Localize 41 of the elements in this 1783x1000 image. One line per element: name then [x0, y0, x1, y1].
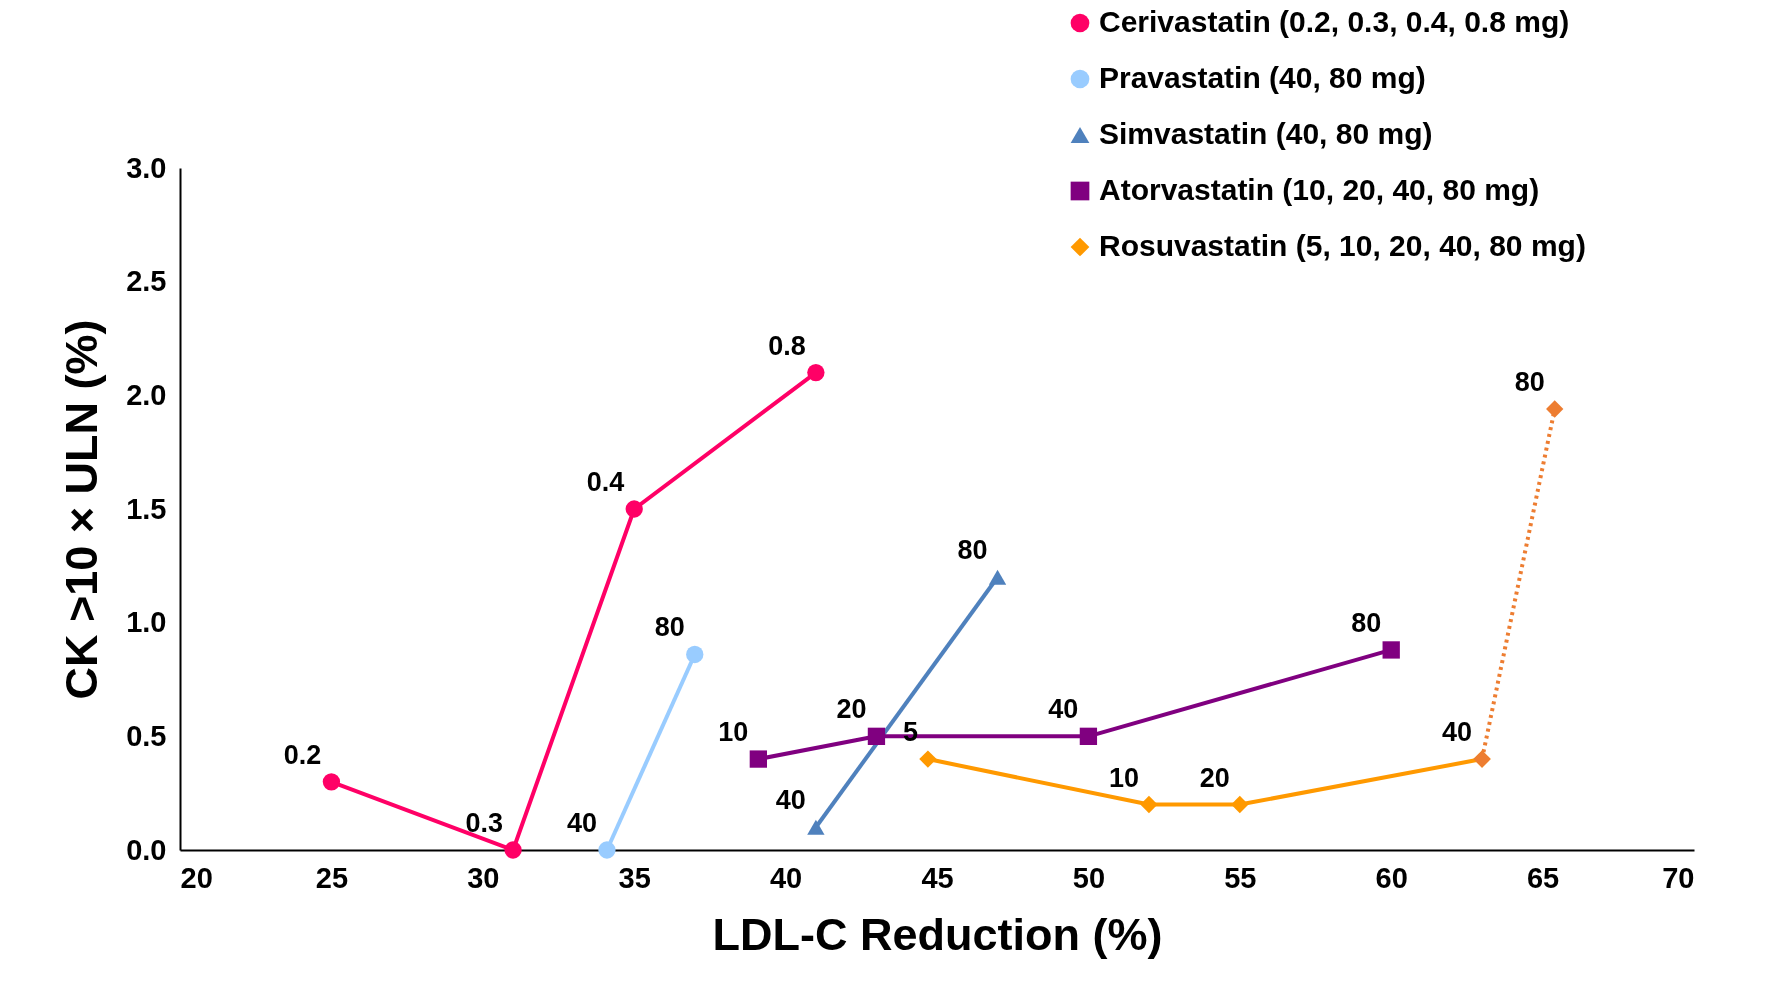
- y-tick-label: 0.0: [126, 833, 167, 866]
- x-tick-label: 70: [1662, 861, 1695, 894]
- annotation: 10: [718, 717, 749, 748]
- x-tick-label: 35: [618, 861, 651, 894]
- annotation: 80: [654, 612, 685, 643]
- legend-label: Atorvastatin (10, 20, 40, 80 mg): [1099, 173, 1540, 206]
- x-tick-label: 45: [921, 861, 954, 894]
- annotation: 0.8: [768, 330, 806, 361]
- y-tick-label: 0.5: [126, 719, 167, 752]
- y-tick-label: 1.5: [126, 492, 167, 525]
- y-tick-label: 2.0: [126, 378, 167, 411]
- y-tick-label: 1.0: [126, 606, 167, 639]
- annotation: 40: [1441, 717, 1473, 748]
- annotation: 20: [1199, 762, 1230, 793]
- annotation: 40: [775, 785, 806, 816]
- x-tick-label: 40: [769, 861, 803, 894]
- x-tick-label: 30: [467, 861, 500, 894]
- y-tick-label: 2.5: [126, 265, 167, 298]
- legend-label: Pravastatin (40, 80 mg): [1099, 61, 1426, 94]
- x-tick-label: 60: [1375, 861, 1408, 894]
- x-tick-label: 65: [1526, 861, 1560, 894]
- annotation: 80: [1514, 366, 1545, 397]
- y-axis-title: CK >10 × ULN (%): [56, 319, 108, 700]
- y-tick-label: 3.0: [126, 151, 167, 184]
- annotation: 0.4: [586, 467, 625, 497]
- x-tick-label: 20: [180, 861, 213, 894]
- annotation: 40: [1048, 694, 1079, 725]
- annotation: 0.2: [283, 739, 322, 770]
- annotation: 20: [836, 694, 867, 725]
- annotation: 10: [1108, 762, 1139, 793]
- x-axis-title: LDL-C Reduction (%): [712, 908, 1163, 960]
- annotation: 0.3: [465, 808, 504, 838]
- annotation: 80: [1351, 607, 1382, 638]
- legend-label: Simvastatin (40, 80 mg): [1099, 117, 1433, 150]
- x-tick-label: 25: [315, 861, 349, 894]
- x-tick-label: 55: [1224, 861, 1257, 894]
- annotation: 40: [566, 808, 597, 838]
- x-tick-label: 50: [1072, 861, 1106, 894]
- legend-label: Cerivastatin (0.2, 0.3, 0.4, 0.8 mg): [1099, 5, 1570, 38]
- annotation: 80: [957, 535, 988, 566]
- legend-label: Rosuvastatin (5, 10, 20, 40, 80 mg): [1099, 229, 1586, 262]
